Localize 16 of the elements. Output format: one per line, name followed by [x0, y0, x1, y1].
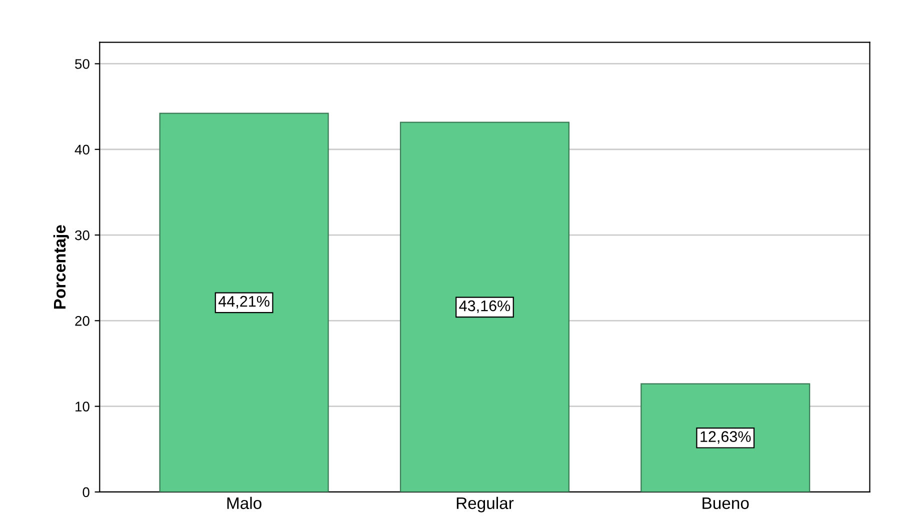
bar: [400, 122, 570, 492]
bar: [159, 112, 329, 492]
y-axis-title: Porcentaje: [53, 225, 69, 309]
x-tick-label: Regular: [456, 496, 514, 512]
data-label: 12,63%: [700, 431, 751, 444]
y-tick-label: 0: [82, 487, 90, 498]
data-label: 43,16%: [459, 300, 510, 314]
y-tick-label: 40: [74, 144, 90, 155]
x-tick-label: Bueno: [702, 497, 749, 510]
y-tick-label: 30: [75, 230, 90, 240]
y-tick-label: 10: [76, 402, 90, 412]
x-tick-label: Malo: [227, 496, 262, 510]
y-tick-label: 50: [75, 59, 90, 69]
data-label: 44,21%: [218, 296, 270, 309]
bar: [640, 383, 810, 492]
y-tick-label: 20: [75, 316, 90, 326]
